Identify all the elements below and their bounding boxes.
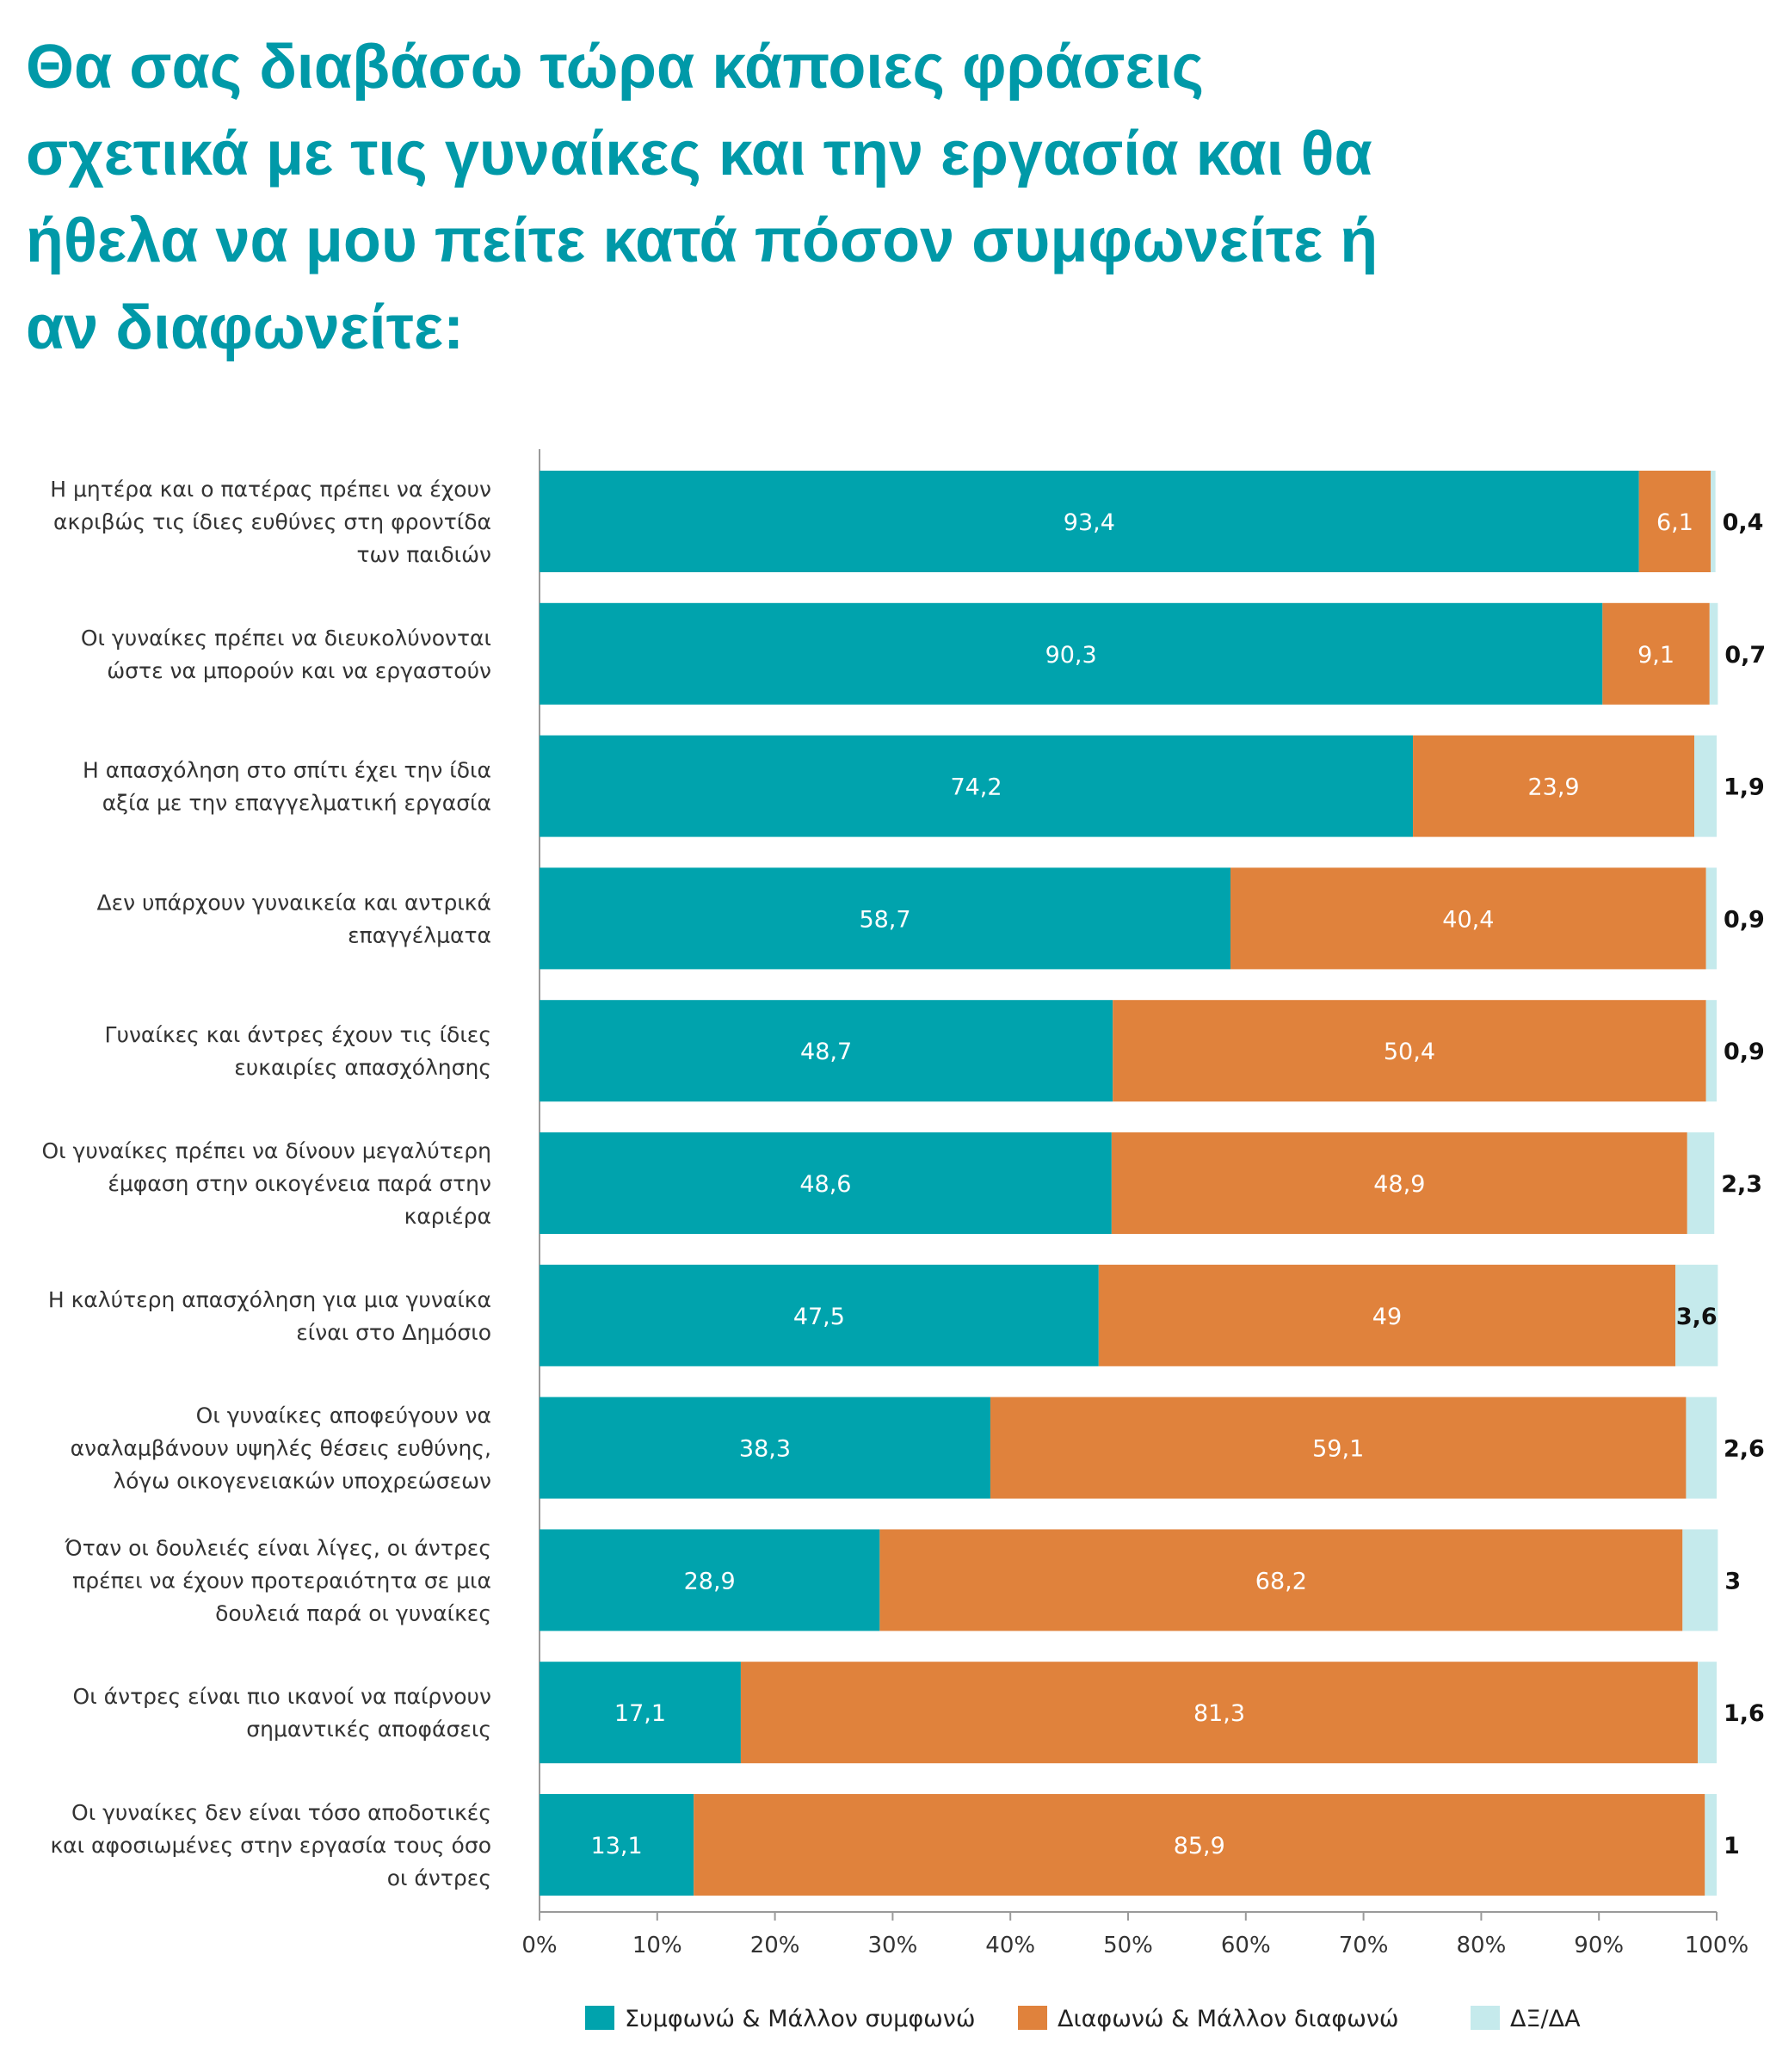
legend-swatch	[1018, 2006, 1047, 2030]
bar-segment	[540, 867, 1231, 970]
bar-segment	[990, 1397, 1687, 1499]
x-tick-label: 20%	[750, 1933, 800, 1958]
data-label: 0,7	[1724, 642, 1766, 669]
x-tick-label: 60%	[1221, 1933, 1271, 1958]
data-label: 1,6	[1724, 1700, 1765, 1727]
data-label: 6,1	[1656, 509, 1693, 536]
data-label: 48,9	[1373, 1171, 1425, 1198]
category-label: Οι γυναίκες πρέπει να διευκολύνονται ώστε…	[81, 626, 491, 683]
x-tick-label: 90%	[1574, 1933, 1624, 1958]
category-label: Όταν οι δουλειές είναι λίγες, οι άντρες π…	[64, 1535, 491, 1625]
bar-segment	[1230, 867, 1706, 970]
bar-segment	[1602, 602, 1710, 705]
data-label: 17,1	[614, 1700, 666, 1727]
bar-segment	[1711, 471, 1716, 572]
x-tick-label: 80%	[1457, 1933, 1507, 1958]
bar-segment	[1709, 602, 1718, 705]
bar-segment	[540, 1529, 880, 1631]
data-label: 0,9	[1724, 1039, 1765, 1065]
category-label: Η καλύτερη απασχόληση για μια γυναίκα είν…	[48, 1287, 491, 1345]
bar-segment	[1675, 1264, 1718, 1366]
data-label: 1	[1724, 1833, 1740, 1859]
x-tick-label: 70%	[1339, 1933, 1389, 1958]
data-label: 48,6	[799, 1171, 851, 1198]
x-tick-label: 10%	[632, 1933, 682, 1958]
data-label: 2,3	[1721, 1171, 1762, 1198]
data-label: 23,9	[1527, 774, 1579, 801]
data-label: 74,2	[950, 774, 1002, 801]
data-label: 38,3	[739, 1436, 791, 1463]
x-tick-label: 0%	[521, 1933, 557, 1958]
category-label: Η απασχόληση στο σπίτι έχει την ίδια αξία…	[83, 758, 491, 816]
x-tick-label: 30%	[868, 1933, 918, 1958]
legend-swatch	[585, 2006, 614, 2030]
data-label: 48,7	[800, 1039, 852, 1065]
bar-segment	[540, 1662, 741, 1764]
bar-segment	[1413, 735, 1695, 837]
bar-segment	[1686, 1397, 1717, 1499]
bar-segment	[540, 735, 1414, 837]
bar-segment	[540, 471, 1639, 572]
legend-label: ΔΞ/ΔΑ	[1510, 2006, 1581, 2032]
bar-segment	[540, 1132, 1112, 1234]
data-label: 40,4	[1442, 906, 1494, 933]
bar-segment	[879, 1529, 1683, 1631]
category-label: Γυναίκες και άντρες έχουν τις ίδιες ευκαι…	[105, 1022, 491, 1080]
x-tick-label: 100%	[1685, 1933, 1748, 1958]
data-label: 81,3	[1193, 1700, 1245, 1727]
bar-segment	[540, 1264, 1099, 1366]
data-label: 28,9	[684, 1568, 736, 1594]
bar-segment	[694, 1794, 1705, 1896]
data-label: 9,1	[1637, 642, 1674, 669]
data-label: 93,4	[1064, 509, 1115, 536]
data-label: 59,1	[1312, 1436, 1364, 1463]
bar-segment	[1705, 867, 1717, 970]
bar-segment	[540, 1794, 694, 1896]
x-tick-label: 50%	[1103, 1933, 1153, 1958]
data-label: 0,4	[1723, 509, 1764, 536]
data-label: 2,6	[1724, 1436, 1765, 1463]
data-label: 3	[1724, 1568, 1741, 1594]
data-label: 3,6	[1676, 1304, 1718, 1330]
data-label: 13,1	[591, 1833, 643, 1859]
category-label: Η μητέρα και ο πατέρας πρέπει να έχουν ακ…	[50, 477, 491, 567]
x-tick-label: 40%	[985, 1933, 1035, 1958]
bar-segment	[1638, 471, 1711, 572]
bar-segment	[1698, 1662, 1717, 1764]
data-label: 1,9	[1724, 774, 1765, 801]
data-label: 90,3	[1045, 642, 1097, 669]
legend-label: Διαφωνώ & Μάλλον διαφωνώ	[1058, 2006, 1399, 2032]
bar-segment	[1694, 735, 1717, 837]
bar-segment	[540, 1397, 990, 1499]
bar-segment	[1098, 1264, 1676, 1366]
data-label: 50,4	[1384, 1039, 1435, 1065]
data-label: 47,5	[793, 1304, 845, 1330]
category-label: Οι γυναίκες αποφεύγουν να αναλαμβάνουν υψ…	[71, 1403, 491, 1494]
bar-segment	[1705, 1794, 1717, 1896]
data-label: 58,7	[859, 906, 910, 933]
bar-segment	[1111, 1132, 1687, 1234]
bar-segment	[740, 1662, 1699, 1764]
bar-segment	[1687, 1132, 1715, 1234]
bar-segment	[1682, 1529, 1718, 1631]
category-label: Οι γυναίκες δεν είναι τόσο αποδοτικές και…	[50, 1800, 491, 1890]
legend-label: Συμφωνώ & Μάλλον συμφωνώ	[625, 2006, 975, 2032]
chart-title: Θα σας διαβάσω τώρα κάποιες φράσεις σχετ…	[26, 33, 1378, 362]
data-label: 85,9	[1174, 1833, 1225, 1859]
legend-swatch	[1471, 2006, 1500, 2030]
data-label: 0,9	[1724, 906, 1765, 933]
category-label: Οι γυναίκες πρέπει να δίνουν μεγαλύτερη έ…	[41, 1138, 491, 1229]
category-label: Οι άντρες είναι πιο ικανοί να παίρνουν ση…	[73, 1684, 491, 1742]
bar-segment	[1705, 1000, 1717, 1102]
data-label: 49	[1372, 1304, 1402, 1330]
category-label: Δεν υπάρχουν γυναικεία και αντρικά επαγγέ…	[97, 890, 491, 947]
bar-segment	[540, 1000, 1113, 1102]
data-label: 68,2	[1255, 1568, 1307, 1594]
bar-segment	[540, 602, 1603, 705]
bar-segment	[1113, 1000, 1706, 1102]
